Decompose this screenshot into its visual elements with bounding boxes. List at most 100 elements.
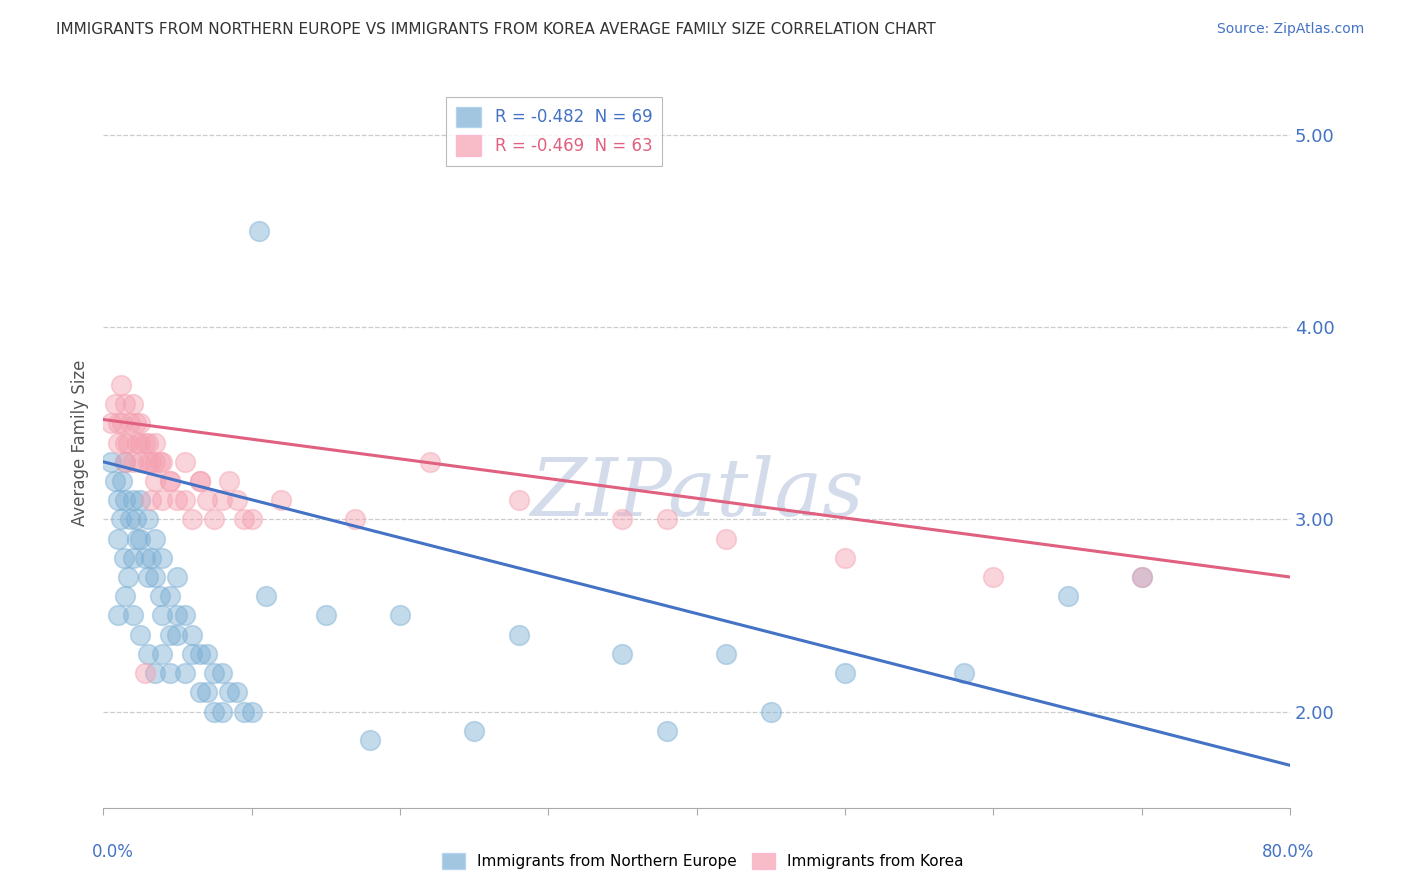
Point	[173, 493, 195, 508]
Point	[225, 493, 247, 508]
Point	[148, 455, 170, 469]
Y-axis label: Average Family Size: Average Family Size	[72, 359, 89, 525]
Point	[188, 685, 211, 699]
Point	[1056, 589, 1078, 603]
Point	[136, 435, 159, 450]
Point	[136, 647, 159, 661]
Point	[181, 647, 204, 661]
Point	[166, 493, 188, 508]
Point	[1130, 570, 1153, 584]
Point	[225, 685, 247, 699]
Point	[202, 512, 225, 526]
Point	[107, 532, 129, 546]
Point	[152, 455, 174, 469]
Point	[254, 589, 277, 603]
Point	[114, 589, 136, 603]
Point	[152, 608, 174, 623]
Point	[107, 417, 129, 431]
Point	[195, 685, 218, 699]
Point	[1130, 570, 1153, 584]
Point	[983, 570, 1005, 584]
Point	[159, 666, 181, 681]
Point	[173, 608, 195, 623]
Text: Source: ZipAtlas.com: Source: ZipAtlas.com	[1216, 22, 1364, 37]
Point	[121, 397, 143, 411]
Point	[111, 474, 134, 488]
Point	[233, 512, 256, 526]
Point	[270, 493, 292, 508]
Point	[834, 666, 856, 681]
Point	[195, 647, 218, 661]
Point	[114, 455, 136, 469]
Text: 0.0%: 0.0%	[91, 843, 134, 861]
Point	[104, 474, 127, 488]
Point	[104, 397, 127, 411]
Point	[181, 628, 204, 642]
Point	[166, 608, 188, 623]
Point	[166, 628, 188, 642]
Point	[125, 417, 148, 431]
Point	[111, 417, 134, 431]
Point	[112, 550, 135, 565]
Point	[139, 493, 162, 508]
Point	[134, 666, 156, 681]
Point	[117, 570, 139, 584]
Point	[240, 705, 263, 719]
Point	[136, 570, 159, 584]
Point	[100, 417, 122, 431]
Point	[952, 666, 974, 681]
Point	[419, 455, 441, 469]
Point	[107, 608, 129, 623]
Point	[211, 493, 233, 508]
Point	[211, 705, 233, 719]
Point	[655, 723, 678, 738]
Point	[188, 647, 211, 661]
Point	[159, 474, 181, 488]
Point	[202, 705, 225, 719]
Point	[136, 455, 159, 469]
Point	[173, 455, 195, 469]
Point	[129, 532, 152, 546]
Point	[121, 493, 143, 508]
Point	[181, 512, 204, 526]
Point	[152, 493, 174, 508]
Point	[508, 628, 530, 642]
Point	[114, 493, 136, 508]
Point	[107, 435, 129, 450]
Point	[114, 455, 136, 469]
Text: ZIPatlas: ZIPatlas	[530, 455, 863, 533]
Point	[121, 455, 143, 469]
Point	[143, 455, 166, 469]
Point	[110, 512, 132, 526]
Point	[139, 455, 162, 469]
Point	[159, 474, 181, 488]
Point	[118, 512, 141, 526]
Point	[100, 455, 122, 469]
Point	[129, 417, 152, 431]
Point	[127, 435, 149, 450]
Point	[129, 628, 152, 642]
Point	[114, 435, 136, 450]
Point	[315, 608, 337, 623]
Point	[143, 474, 166, 488]
Legend: R = -0.482  N = 69, R = -0.469  N = 63: R = -0.482 N = 69, R = -0.469 N = 63	[446, 96, 662, 166]
Point	[218, 474, 240, 488]
Point	[195, 493, 218, 508]
Point	[107, 493, 129, 508]
Point	[148, 589, 170, 603]
Point	[247, 224, 270, 238]
Legend: Immigrants from Northern Europe, Immigrants from Korea: Immigrants from Northern Europe, Immigra…	[436, 847, 970, 875]
Point	[159, 589, 181, 603]
Point	[508, 493, 530, 508]
Point	[344, 512, 367, 526]
Point	[202, 666, 225, 681]
Point	[143, 435, 166, 450]
Point	[240, 512, 263, 526]
Point	[143, 532, 166, 546]
Point	[134, 435, 156, 450]
Point	[173, 666, 195, 681]
Point	[218, 685, 240, 699]
Point	[716, 647, 738, 661]
Point	[129, 455, 152, 469]
Point	[188, 474, 211, 488]
